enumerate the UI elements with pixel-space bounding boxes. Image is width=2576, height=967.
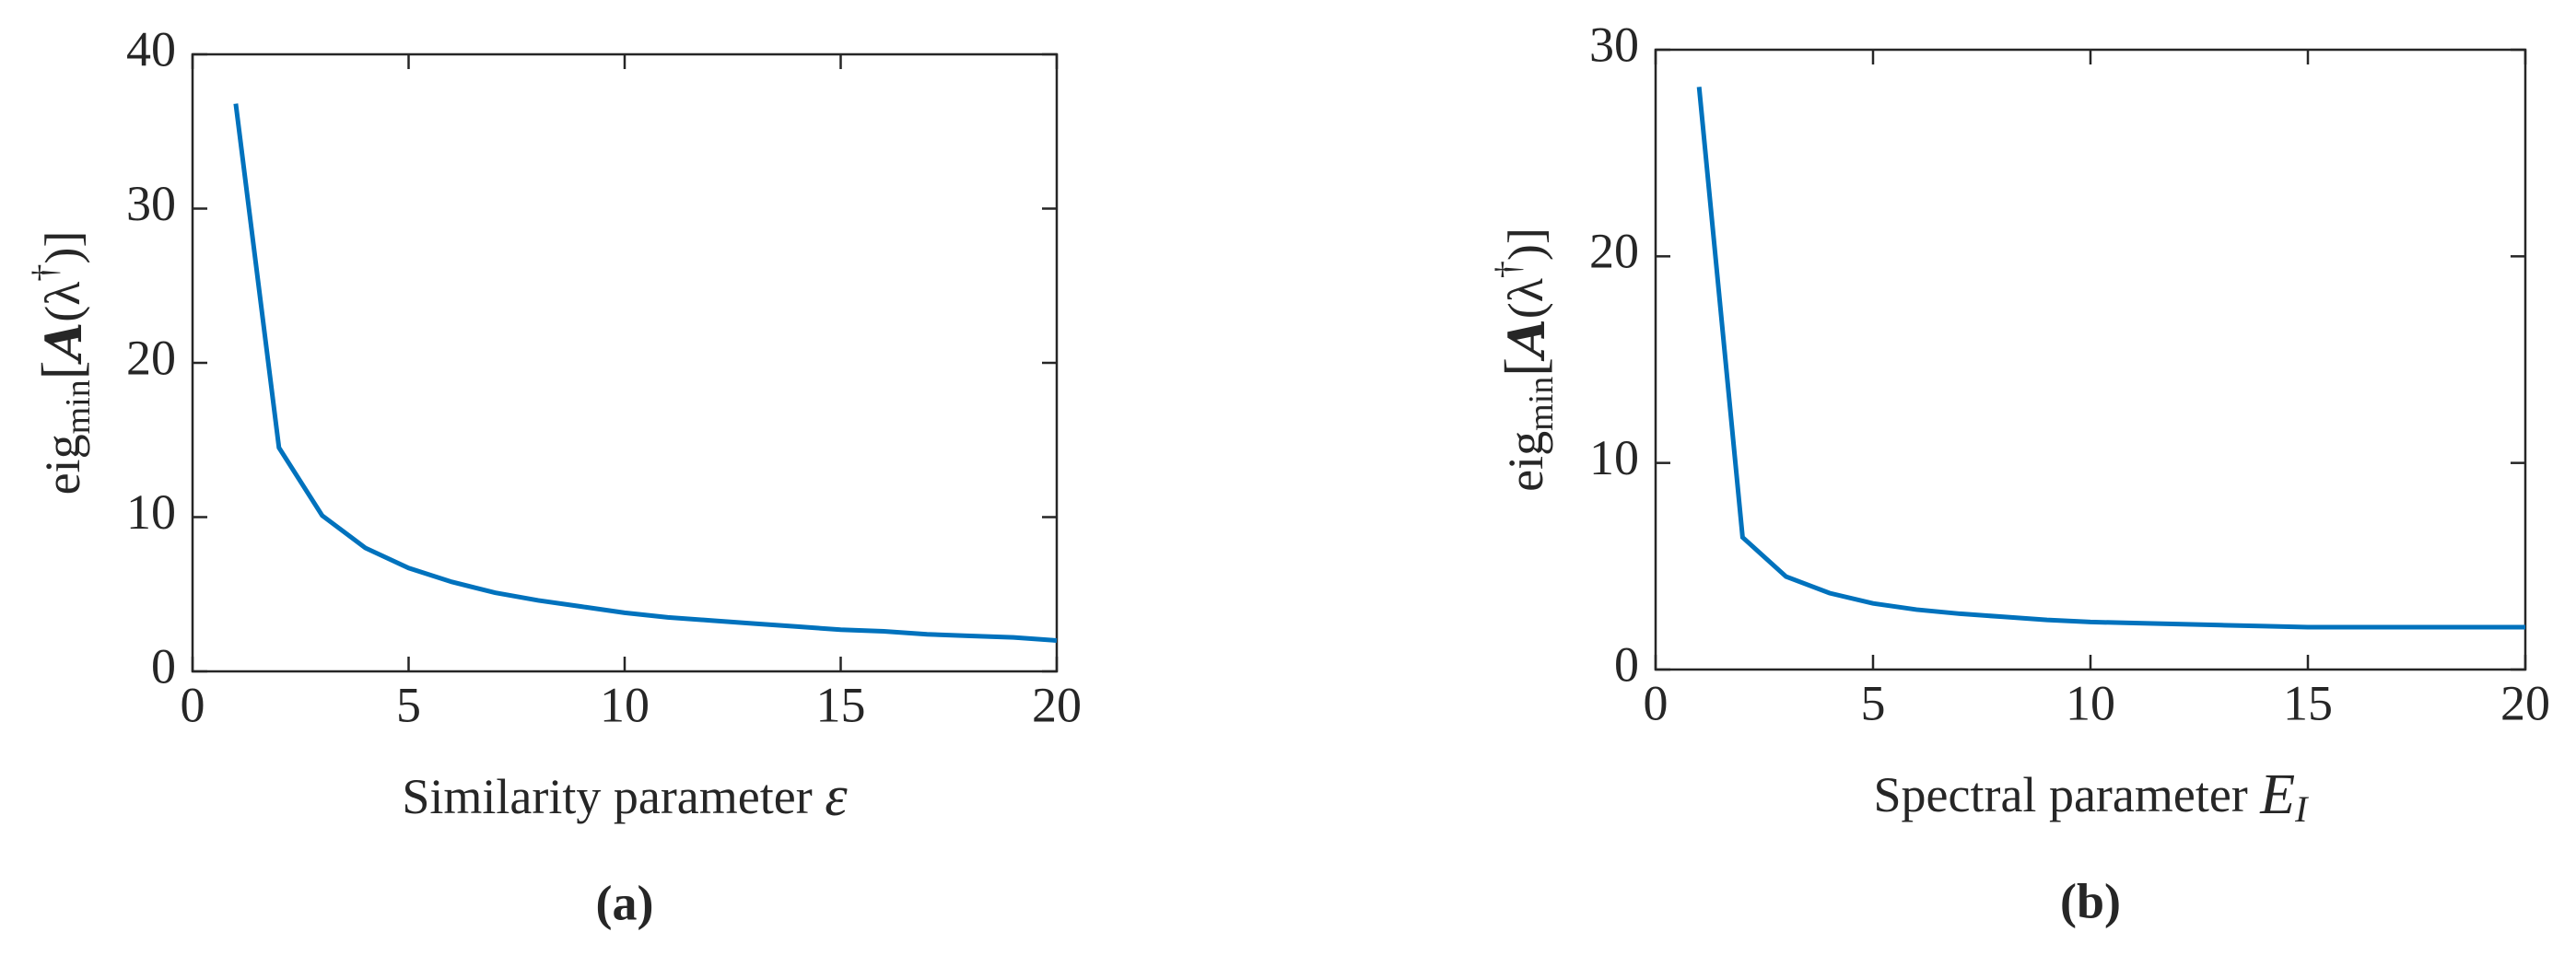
y-label-part: eig — [35, 434, 90, 495]
x-tick-label: 10 — [2066, 675, 2115, 730]
x-tick-label: 5 — [1861, 675, 1886, 730]
x-tick-label: 15 — [816, 677, 866, 732]
panel-label: (a) — [596, 875, 654, 930]
x-label-part: Spectral parameter — [1874, 767, 2261, 822]
y-tick-label: 0 — [1614, 636, 1639, 692]
y-tick-label: 20 — [1589, 224, 1639, 279]
x-tick-label: 10 — [600, 677, 650, 732]
x-tick-label: 5 — [396, 677, 421, 732]
y-tick-label: 20 — [126, 330, 176, 385]
plot-frame — [191, 52, 1059, 673]
x-label-part: I — [2294, 788, 2309, 830]
y-tick-label: 10 — [1589, 430, 1639, 485]
y-label-part: min — [59, 379, 98, 434]
x-axis-label: Similarity parameter ε — [402, 765, 848, 828]
y-label-part: (λ — [1498, 278, 1553, 319]
x-label-part: E — [2259, 763, 2295, 826]
x-tick-label: 15 — [2283, 675, 2333, 730]
y-label-part: A — [1497, 319, 1556, 362]
y-label-part: [ — [1494, 357, 1557, 377]
y-tick-label: 0 — [151, 638, 176, 693]
x-tick-label: 20 — [2500, 675, 2550, 730]
y-tick-label: 40 — [126, 21, 176, 76]
x-tick-label: 20 — [1032, 677, 1082, 732]
y-label-part: † — [1489, 261, 1528, 278]
x-tick-label: 0 — [1644, 675, 1669, 730]
y-label-part: [ — [31, 361, 94, 380]
x-tick-label: 0 — [181, 677, 205, 732]
data-line — [233, 103, 1058, 643]
y-label-part: )] — [1498, 227, 1553, 261]
y-tick-label: 30 — [1589, 17, 1639, 72]
data-line — [1696, 87, 2525, 630]
y-tick-label: 10 — [126, 484, 176, 540]
y-tick-label: 30 — [126, 176, 176, 231]
y-label-part: (λ — [35, 282, 90, 322]
y-axis-label: eigmin[A(λ†)] — [26, 231, 98, 495]
x-label-part: ε — [825, 765, 848, 828]
panel-label: (b) — [2060, 873, 2121, 928]
y-label-part: eig — [1498, 431, 1553, 492]
y-label-part: A — [34, 322, 93, 366]
plot-frame — [1654, 48, 2527, 671]
y-label-part: † — [26, 264, 64, 282]
y-label-part: min — [1522, 377, 1561, 431]
y-label-part: )] — [35, 231, 90, 264]
x-axis-label: Spectral parameter EI — [1874, 763, 2310, 830]
x-label-part: Similarity parameter — [402, 769, 825, 824]
y-axis-label: eigmin[A(λ†)] — [1489, 227, 1561, 492]
